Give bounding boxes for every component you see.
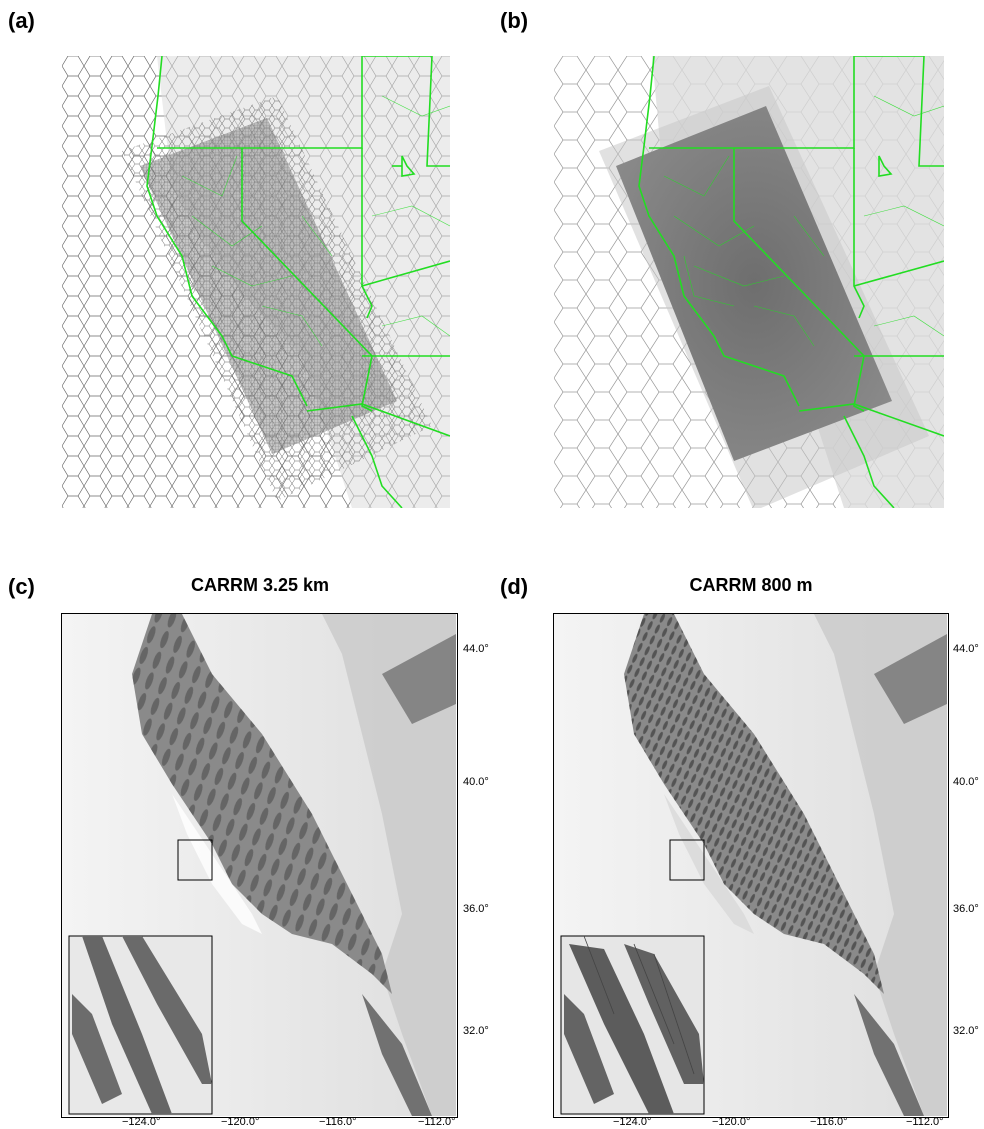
panel-c-lat-tick-1: 44.0° xyxy=(463,643,489,655)
panel-a-mesh-map xyxy=(62,56,450,508)
panel-c-lon-tick-2: −120.0° xyxy=(221,1116,260,1128)
panel-c-lon-tick-1: −124.0° xyxy=(122,1116,161,1128)
panel-d-title: CARRM 800 m xyxy=(689,575,813,595)
panel-d-terrain-svg xyxy=(554,614,947,1116)
panel-d-map-frame xyxy=(553,613,949,1118)
panel-d-lat-tick-1: 44.0° xyxy=(953,643,979,655)
panel-c-lat-tick-2: 40.0° xyxy=(463,776,489,788)
panel-c-terrain-svg xyxy=(62,614,456,1116)
panel-c-label: (c) xyxy=(8,574,35,599)
panel-c-lat-tick-4: 32.0° xyxy=(463,1025,489,1037)
panel-d-lon-tick-4: −112.0° xyxy=(906,1116,944,1128)
panel-d-lon-tick-2: −120.0° xyxy=(712,1116,751,1128)
panel-d-lon-tick-1: −124.0° xyxy=(613,1116,652,1128)
panel-c-map-frame xyxy=(61,613,458,1118)
panel-c-title: CARRM 3.25 km xyxy=(190,575,330,595)
panel-d-label: (d) xyxy=(500,574,529,599)
panel-b-label: (b) xyxy=(500,8,529,33)
panel-d-lat-tick-2: 40.0° xyxy=(953,776,979,788)
panel-a-label: (a) xyxy=(8,8,35,33)
panel-c-lon-tick-4: −112.0° xyxy=(418,1116,456,1128)
panel-c-lon-tick-3: −116.0° xyxy=(319,1116,357,1128)
panel-d-lon-tick-3: −116.0° xyxy=(810,1116,848,1128)
panel-d-lat-tick-3: 36.0° xyxy=(953,903,979,915)
panel-a-mesh-svg xyxy=(62,56,450,508)
panel-c-lat-tick-3: 36.0° xyxy=(463,903,489,915)
panel-d-inset xyxy=(560,935,705,1115)
panel-c-inset xyxy=(68,935,213,1115)
panel-d-lat-tick-4: 32.0° xyxy=(953,1025,979,1037)
panel-b-mesh-svg xyxy=(554,56,944,508)
panel-b-mesh-map xyxy=(554,56,944,508)
